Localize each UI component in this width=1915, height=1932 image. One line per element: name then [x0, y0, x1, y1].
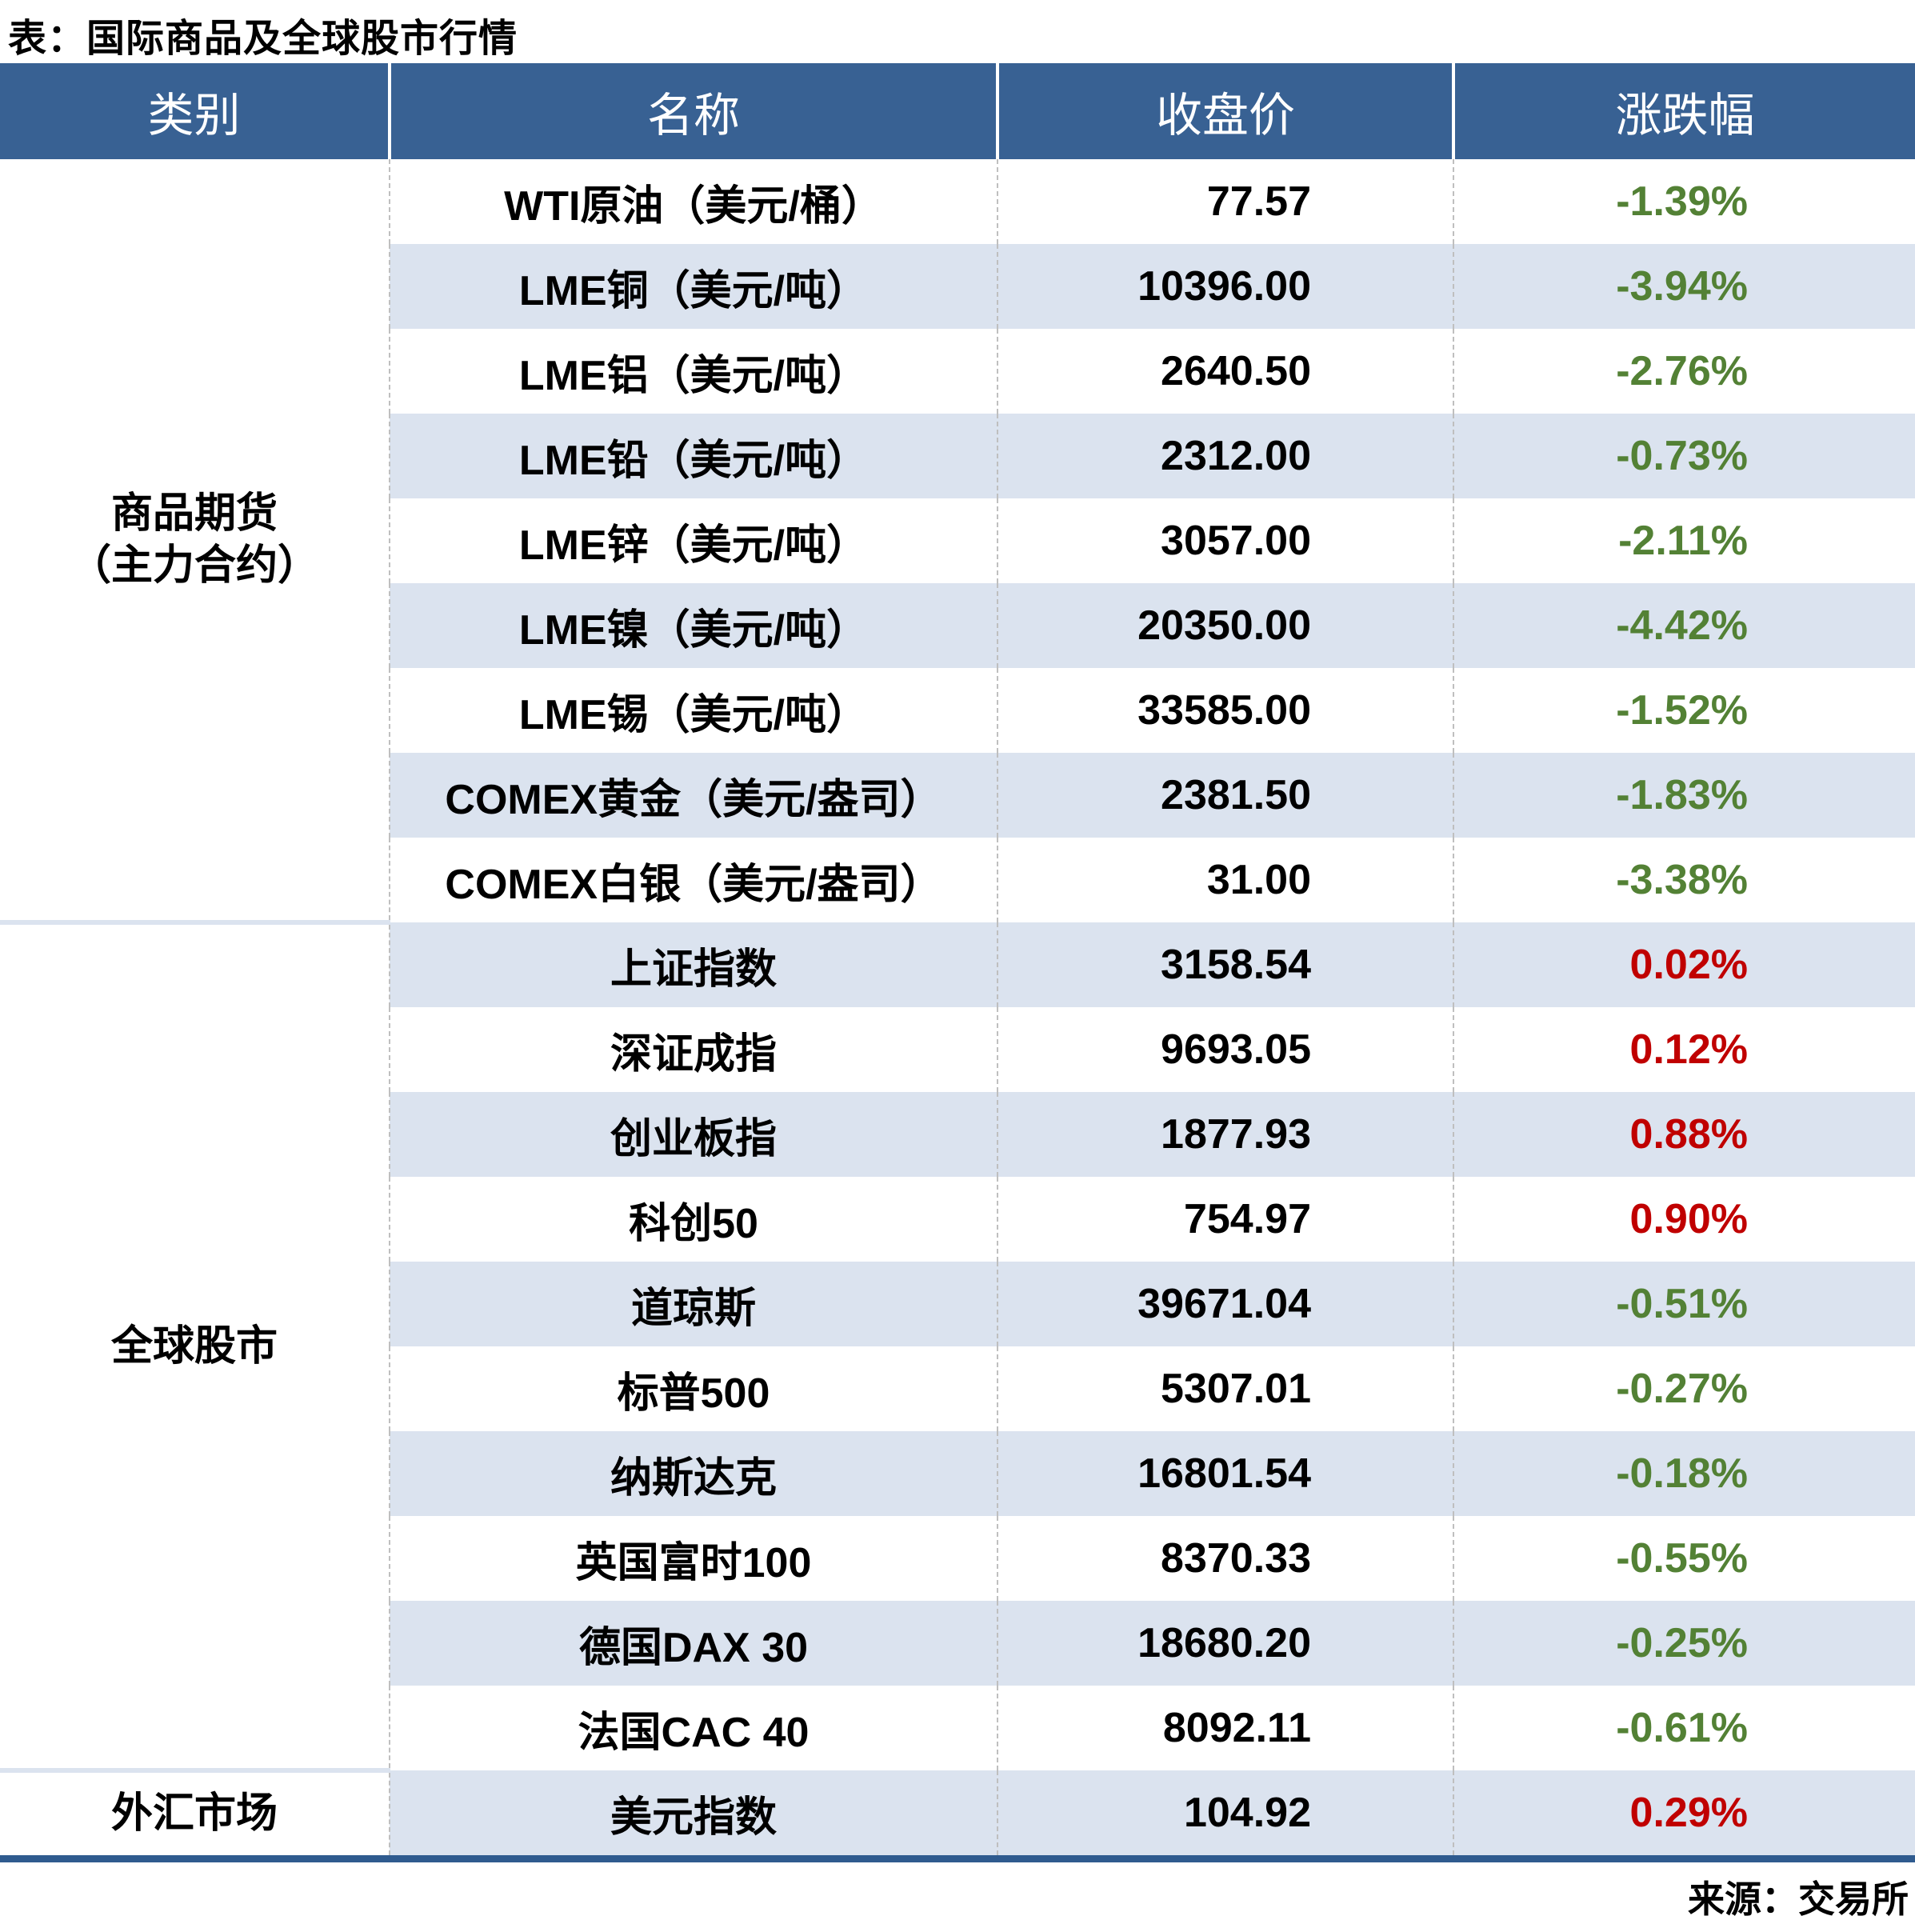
- table-row: 商品期货 （主力合约） WTI原油（美元/桶） 77.57 -1.39%: [0, 159, 1915, 922]
- page-title: 表：国际商品及全球股市行情: [8, 18, 518, 60]
- close-price: 3057.00: [997, 498, 1453, 583]
- table-row: 深证成指 9693.05 0.12%: [0, 1007, 1915, 1092]
- header-name: 名称: [388, 63, 997, 159]
- table-row: LME镍（美元/吨） 20350.00 -4.42%: [0, 583, 1915, 668]
- table-row: COMEX白银（美元/盎司） 31.00 -3.38%: [0, 838, 1915, 922]
- table-row: LME铜（美元/吨） 10396.00 -3.94%: [0, 244, 1915, 329]
- close-price: 9693.05: [997, 1007, 1453, 1092]
- close-price: 754.97: [997, 1177, 1453, 1262]
- table-row: LME铝（美元/吨） 2640.50 -2.76%: [0, 329, 1915, 414]
- change-cell: 0.29%: [1453, 1770, 1915, 1855]
- instrument-name: COMEX白银（美元/盎司）: [389, 838, 997, 922]
- close-price: 77.57: [997, 159, 1453, 244]
- instrument-name: 德国DAX 30: [389, 1601, 997, 1686]
- table-row: 法国CAC 40 8092.11 -0.61%: [0, 1686, 1915, 1770]
- instrument-name: LME铜（美元/吨）: [389, 244, 997, 329]
- market-table: 类别 名称 收盘价 涨跌幅 商品期货 （主力合约） WTI原油（美元/桶） 77…: [0, 63, 1915, 1855]
- change-cell: -0.18%: [1453, 1431, 1915, 1516]
- change-cell: 0.88%: [1453, 1092, 1915, 1177]
- source-note: 来源：交易所: [1688, 1878, 1909, 1920]
- change-cell: -2.76%: [1453, 329, 1915, 414]
- change-cell: 0.90%: [1453, 1177, 1915, 1262]
- instrument-name: 标普500: [389, 1346, 997, 1431]
- table-row: COMEX黄金（美元/盎司） 2381.50 -1.83%: [0, 753, 1915, 838]
- instrument-name: WTI原油（美元/桶）: [389, 159, 997, 244]
- close-price: 104.92: [997, 1770, 1453, 1855]
- instrument-name: 深证成指: [389, 1007, 997, 1092]
- instrument-name: 英国富时100: [389, 1516, 997, 1601]
- instrument-name: LME镍（美元/吨）: [389, 583, 997, 668]
- change-cell: -0.51%: [1453, 1262, 1915, 1346]
- change-cell: -0.25%: [1453, 1601, 1915, 1686]
- change-cell: -0.27%: [1453, 1346, 1915, 1431]
- change-cell: -0.55%: [1453, 1516, 1915, 1601]
- change-cell: -2.11%: [1453, 498, 1915, 583]
- table-row: LME锡（美元/吨） 33585.00 -1.52%: [0, 668, 1915, 753]
- change-cell: -4.42%: [1453, 583, 1915, 668]
- header-change: 涨跌幅: [1452, 63, 1915, 159]
- close-price: 33585.00: [997, 668, 1453, 753]
- category-cell-commodity-futures: 商品期货 （主力合约）: [0, 159, 390, 922]
- close-price: 2381.50: [997, 753, 1453, 838]
- header-category: 类别: [0, 63, 390, 159]
- instrument-name: 上证指数: [389, 922, 997, 1007]
- table-row: LME铅（美元/吨） 2312.00 -0.73%: [0, 414, 1915, 498]
- change-cell: -1.52%: [1453, 668, 1915, 753]
- table-row: 创业板指 1877.93 0.88%: [0, 1092, 1915, 1177]
- instrument-name: LME锡（美元/吨）: [389, 668, 997, 753]
- table-row: 全球股市 上证指数 3158.54 0.02%: [0, 920, 1915, 1770]
- close-price: 20350.00: [997, 583, 1453, 668]
- close-price: 18680.20: [997, 1601, 1453, 1686]
- instrument-name: 美元指数: [389, 1770, 997, 1855]
- table-bottom-border: [0, 1855, 1915, 1862]
- table-row: 外汇市场 美元指数 104.92 0.29%: [0, 1768, 1915, 1855]
- instrument-name: LME铅（美元/吨）: [389, 414, 997, 498]
- close-price: 8370.33: [997, 1516, 1453, 1601]
- instrument-name: 科创50: [389, 1177, 997, 1262]
- close-price: 8092.11: [997, 1686, 1453, 1770]
- table-row: 纳斯达克 16801.54 -0.18%: [0, 1431, 1915, 1516]
- category-line: 商品期货: [110, 490, 278, 537]
- close-price: 2312.00: [997, 414, 1453, 498]
- header-close: 收盘价: [996, 63, 1453, 159]
- close-price: 10396.00: [997, 244, 1453, 329]
- change-cell: 0.12%: [1453, 1007, 1915, 1092]
- category-cell-forex: 外汇市场: [0, 1768, 390, 1855]
- change-cell: -1.39%: [1453, 159, 1915, 244]
- close-price: 16801.54: [997, 1431, 1453, 1516]
- instrument-name: 法国CAC 40: [389, 1686, 997, 1770]
- close-price: 5307.01: [997, 1346, 1453, 1431]
- table-row: LME锌（美元/吨） 3057.00 -2.11%: [0, 498, 1915, 583]
- table-row: 道琼斯 39671.04 -0.51%: [0, 1262, 1915, 1346]
- header-row: 类别 名称 收盘价 涨跌幅: [0, 63, 1915, 159]
- table-row: 德国DAX 30 18680.20 -0.25%: [0, 1601, 1915, 1686]
- change-cell: -1.83%: [1453, 753, 1915, 838]
- instrument-name: 道琼斯: [389, 1262, 997, 1346]
- table-row: 科创50 754.97 0.90%: [0, 1177, 1915, 1262]
- table-row: 英国富时100 8370.33 -0.55%: [0, 1516, 1915, 1601]
- instrument-name: COMEX黄金（美元/盎司）: [389, 753, 997, 838]
- instrument-name: LME锌（美元/吨）: [389, 498, 997, 583]
- category-line: （主力合约）: [69, 542, 319, 589]
- close-price: 1877.93: [997, 1092, 1453, 1177]
- instrument-name: 创业板指: [389, 1092, 997, 1177]
- change-cell: -3.94%: [1453, 244, 1915, 329]
- change-cell: 0.02%: [1453, 922, 1915, 1007]
- change-cell: -0.73%: [1453, 414, 1915, 498]
- instrument-name: 纳斯达克: [389, 1431, 997, 1516]
- table-row: 标普500 5307.01 -0.27%: [0, 1346, 1915, 1431]
- instrument-name: LME铝（美元/吨）: [389, 329, 997, 414]
- close-price: 3158.54: [997, 922, 1453, 1007]
- close-price: 2640.50: [997, 329, 1453, 414]
- change-cell: -0.61%: [1453, 1686, 1915, 1770]
- category-cell-global-stocks: 全球股市: [0, 920, 390, 1770]
- close-price: 39671.04: [997, 1262, 1453, 1346]
- change-cell: -3.38%: [1453, 838, 1915, 922]
- close-price: 31.00: [997, 838, 1453, 922]
